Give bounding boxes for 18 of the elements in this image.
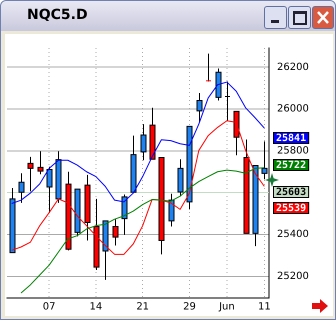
- x-tick-label: 07: [42, 302, 56, 313]
- x-tick-label: Jun: [218, 302, 235, 313]
- candlestick: [224, 80, 230, 122]
- text: 25722: [276, 160, 306, 172]
- text: 25539: [276, 203, 306, 214]
- x-tick-label: 21: [136, 302, 150, 313]
- x-tick-label: 29: [183, 302, 196, 313]
- y-tick-label: 26000: [277, 104, 309, 115]
- chart-title: NQC5.D: [27, 7, 88, 23]
- text: 25841: [276, 133, 306, 144]
- y-tick-label: 25200: [277, 270, 309, 282]
- x-tick-label: 14: [90, 302, 102, 313]
- y-tick-label: 25400: [277, 229, 309, 240]
- y-tick-label: 25800: [277, 145, 309, 156]
- ref-line-label: 25603: [276, 187, 306, 198]
- candlestick: [206, 53, 212, 82]
- x-tick-label: 11: [258, 302, 271, 313]
- y-tick-label: 26200: [277, 62, 309, 73]
